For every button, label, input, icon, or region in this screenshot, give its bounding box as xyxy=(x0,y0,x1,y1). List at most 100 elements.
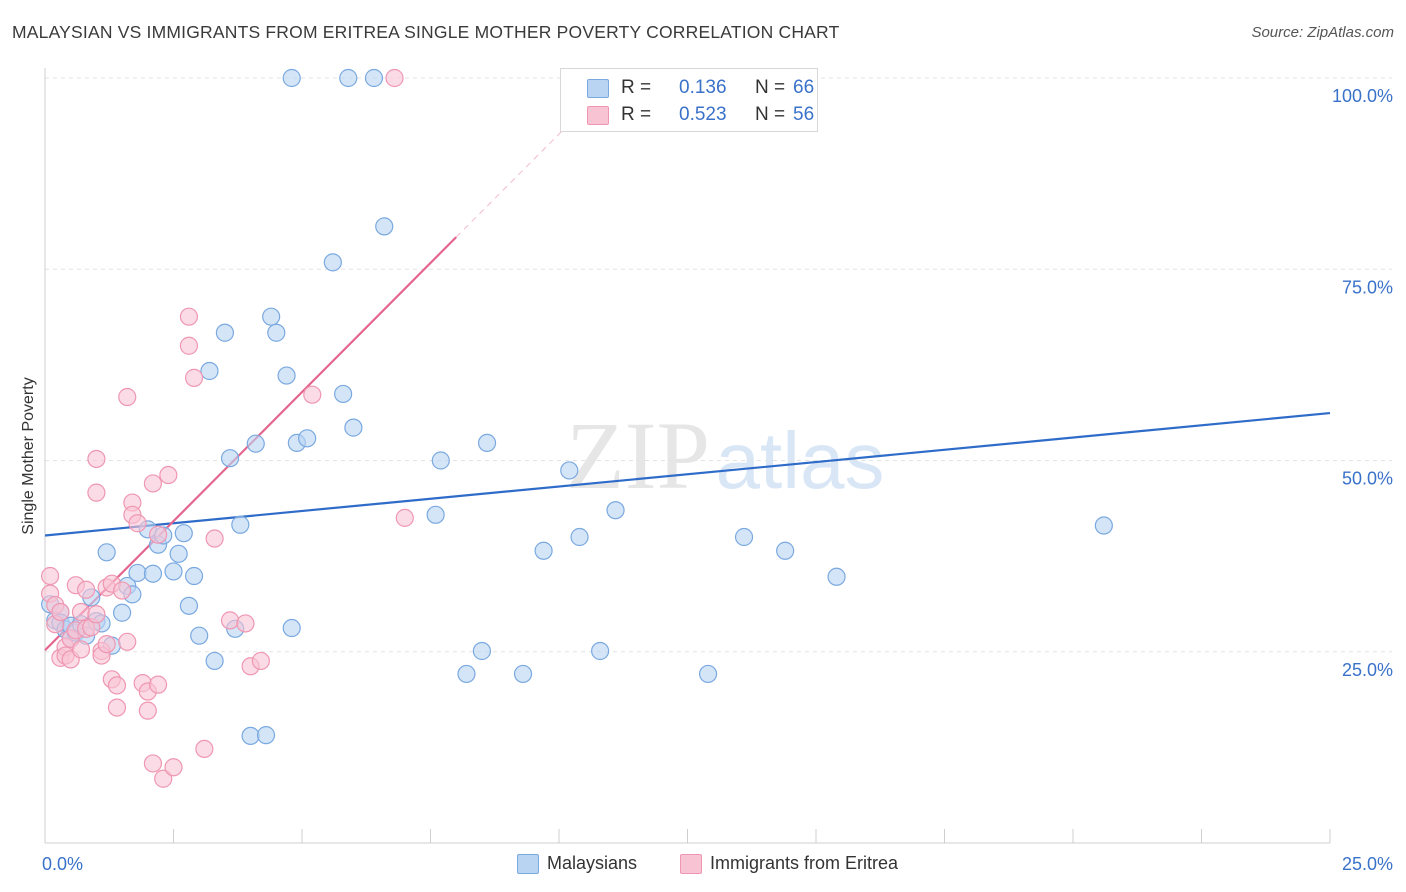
point-eritrea xyxy=(179,307,199,326)
legend-label: Immigrants from Eritrea xyxy=(710,853,899,873)
point-malaysians xyxy=(334,384,353,404)
point-malaysians xyxy=(174,524,193,543)
legend-r-value: 0.523 xyxy=(679,104,727,125)
watermark: ZIP atlas xyxy=(566,402,884,509)
point-malaysians xyxy=(277,366,296,385)
trend-lines xyxy=(44,82,1331,651)
y-tick-label: 25.0% xyxy=(1342,660,1393,680)
legend-label: Malaysians xyxy=(547,853,638,873)
point-malaysians xyxy=(375,217,394,236)
point-malaysians xyxy=(776,541,795,560)
trend-line-malaysians xyxy=(44,411,1331,537)
point-eritrea xyxy=(236,614,255,633)
y-tick-label: 75.0% xyxy=(1342,277,1393,297)
legend-r-label: R = xyxy=(621,77,652,98)
point-eritrea xyxy=(112,581,132,600)
point-malaysians xyxy=(570,527,589,547)
axes xyxy=(44,68,1331,844)
point-malaysians xyxy=(267,323,286,342)
point-malaysians xyxy=(606,501,625,520)
point-eritrea xyxy=(154,769,173,788)
point-eritrea xyxy=(107,676,127,695)
point-malaysians xyxy=(190,626,209,645)
tick-labels: 25.0% 50.0% 75.0% 100.0% 0.0% 25.0% xyxy=(42,86,1393,874)
point-eritrea xyxy=(118,387,137,407)
point-eritrea xyxy=(51,602,70,622)
point-malaysians xyxy=(256,726,276,745)
point-malaysians xyxy=(734,527,754,547)
point-eritrea xyxy=(118,632,137,651)
legend-r-value: 0.136 xyxy=(679,77,727,98)
point-malaysians xyxy=(179,596,199,615)
point-malaysians xyxy=(246,434,265,453)
point-malaysians xyxy=(431,451,450,470)
point-eritrea xyxy=(97,634,116,654)
source-note: Source: ZipAtlas.com xyxy=(1251,24,1394,41)
point-malaysians xyxy=(560,461,579,480)
legend-n-value: 56 xyxy=(793,104,815,125)
point-malaysians xyxy=(827,567,846,586)
legend-swatch-pink xyxy=(680,854,702,874)
point-malaysians xyxy=(364,68,384,88)
point-malaysians xyxy=(97,543,116,562)
data-points xyxy=(41,68,1113,788)
watermark-zip: ZIP xyxy=(566,402,710,509)
point-malaysians xyxy=(1094,516,1113,535)
point-malaysians xyxy=(282,618,301,638)
point-eritrea xyxy=(87,605,106,624)
legend-n-label: N = xyxy=(755,77,786,98)
point-malaysians xyxy=(698,664,718,684)
point-eritrea xyxy=(195,739,214,759)
legend-r-label: R = xyxy=(621,104,652,125)
point-malaysians xyxy=(282,68,301,88)
point-malaysians xyxy=(184,566,204,586)
grid-lines xyxy=(45,77,1392,653)
point-malaysians xyxy=(534,541,553,560)
point-malaysians xyxy=(164,562,183,581)
point-malaysians xyxy=(128,563,147,583)
point-malaysians xyxy=(591,641,610,661)
legend-n-value: 66 xyxy=(793,77,815,98)
point-malaysians xyxy=(241,726,260,746)
point-eritrea xyxy=(143,474,163,493)
point-eritrea xyxy=(87,483,106,502)
chart-title: MALAYSIAN VS IMMIGRANTS FROM ERITREA SIN… xyxy=(12,22,840,42)
point-malaysians xyxy=(477,433,497,453)
point-eritrea xyxy=(148,525,168,544)
point-malaysians xyxy=(143,564,163,583)
point-eritrea xyxy=(107,698,127,717)
legend-swatch-blue xyxy=(517,854,539,874)
point-eritrea xyxy=(159,465,178,485)
point-malaysians xyxy=(205,651,224,671)
point-malaysians xyxy=(426,505,445,524)
point-malaysians xyxy=(472,641,491,661)
stats-legend: R = 0.136 N = 66 R = 0.523 N = 56 xyxy=(560,68,818,132)
point-eritrea xyxy=(205,529,224,548)
point-malaysians xyxy=(323,253,342,272)
point-eritrea xyxy=(179,336,199,355)
point-malaysians xyxy=(262,307,281,326)
point-malaysians xyxy=(220,449,240,468)
point-malaysians xyxy=(112,603,132,622)
point-eritrea xyxy=(395,508,414,527)
point-eritrea xyxy=(71,640,91,659)
point-eritrea xyxy=(41,566,60,586)
point-eritrea xyxy=(77,580,96,599)
point-malaysians xyxy=(215,323,234,342)
point-malaysians xyxy=(339,68,358,88)
point-malaysians xyxy=(513,664,533,684)
point-malaysians xyxy=(169,544,188,563)
y-axis-label: Single Mother Poverty xyxy=(20,377,37,535)
point-malaysians xyxy=(231,515,250,534)
legend-swatch-blue xyxy=(587,79,609,98)
x-tick-label: 0.0% xyxy=(42,854,83,874)
point-eritrea xyxy=(385,68,404,88)
y-tick-label: 100.0% xyxy=(1332,86,1393,106)
point-malaysians xyxy=(200,361,219,381)
point-eritrea xyxy=(138,701,157,720)
point-eritrea xyxy=(303,385,322,404)
point-malaysians xyxy=(457,664,476,684)
point-eritrea xyxy=(71,602,91,622)
point-malaysians xyxy=(298,429,317,448)
